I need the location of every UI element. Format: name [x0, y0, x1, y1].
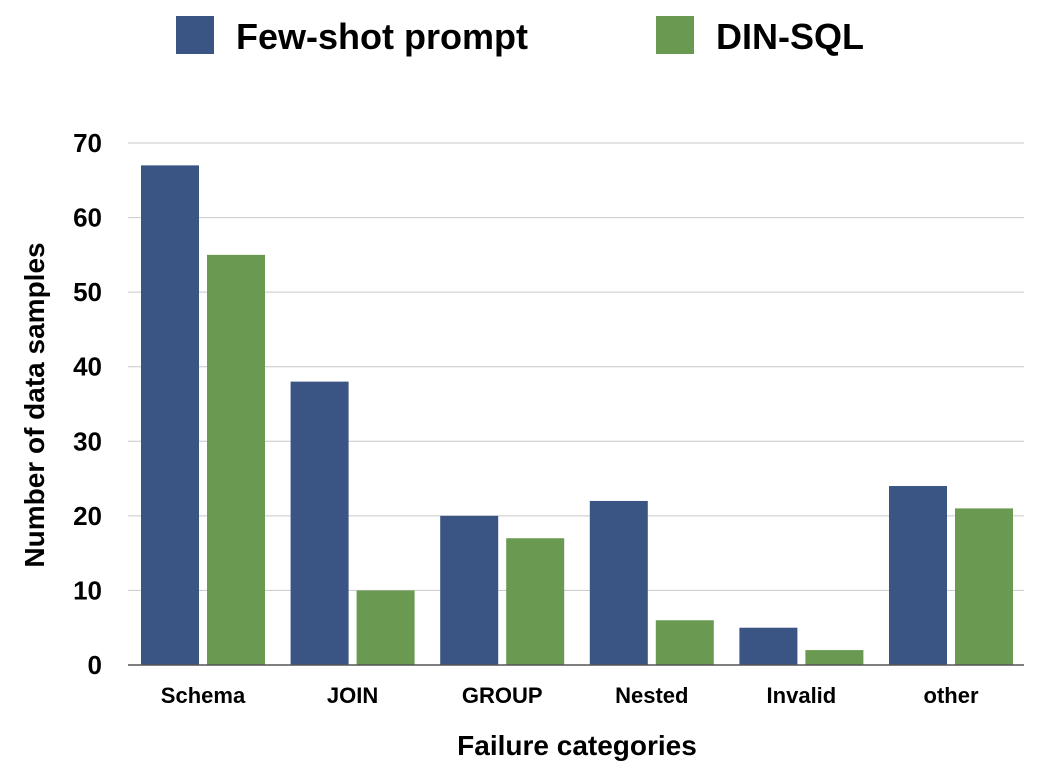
- legend-label-few-shot: Few-shot prompt: [236, 16, 528, 57]
- x-category-label: Invalid: [767, 683, 837, 708]
- x-category-label: GROUP: [462, 683, 543, 708]
- x-axis-title: Failure categories: [457, 730, 697, 761]
- x-category-label: other: [924, 683, 979, 708]
- y-axis-ticks: 0 10 20 30 40 50 60 70: [73, 128, 102, 680]
- bar-few-shot-nested: [589, 500, 648, 665]
- legend-swatch-few-shot: [176, 16, 214, 54]
- legend: Few-shot prompt DIN-SQL: [176, 16, 864, 57]
- bar-few-shot-other: [889, 486, 947, 665]
- bar-few-shot-invalid: [739, 627, 798, 665]
- y-tick-label: 60: [73, 203, 102, 233]
- x-axis-categories: Schema JOIN GROUP Nested Invalid other: [161, 683, 979, 708]
- bar-din-sql-group: [506, 538, 565, 665]
- y-tick-label: 50: [73, 277, 102, 307]
- y-tick-label: 70: [73, 128, 102, 158]
- bar-din-sql-other: [955, 508, 1013, 665]
- y-axis-title: Number of data samples: [19, 242, 50, 567]
- bar-few-shot-schema: [141, 165, 199, 665]
- y-tick-label: 40: [73, 352, 102, 382]
- y-tick-label: 0: [88, 650, 102, 680]
- y-tick-label: 20: [73, 501, 102, 531]
- bar-din-sql-nested: [655, 620, 714, 665]
- x-category-label: Schema: [161, 683, 246, 708]
- legend-label-din-sql: DIN-SQL: [716, 16, 864, 57]
- gridlines: [128, 142, 1024, 591]
- y-tick-label: 10: [73, 575, 102, 605]
- bar-din-sql-invalid: [805, 650, 864, 665]
- bars: [141, 165, 1013, 665]
- bar-few-shot-join: [290, 381, 349, 665]
- legend-swatch-din-sql: [656, 16, 694, 54]
- x-category-label: JOIN: [327, 683, 378, 708]
- x-category-label: Nested: [615, 683, 688, 708]
- y-tick-label: 30: [73, 426, 102, 456]
- bar-din-sql-join: [356, 590, 415, 665]
- bar-din-sql-schema: [207, 254, 265, 665]
- bar-few-shot-group: [440, 515, 499, 665]
